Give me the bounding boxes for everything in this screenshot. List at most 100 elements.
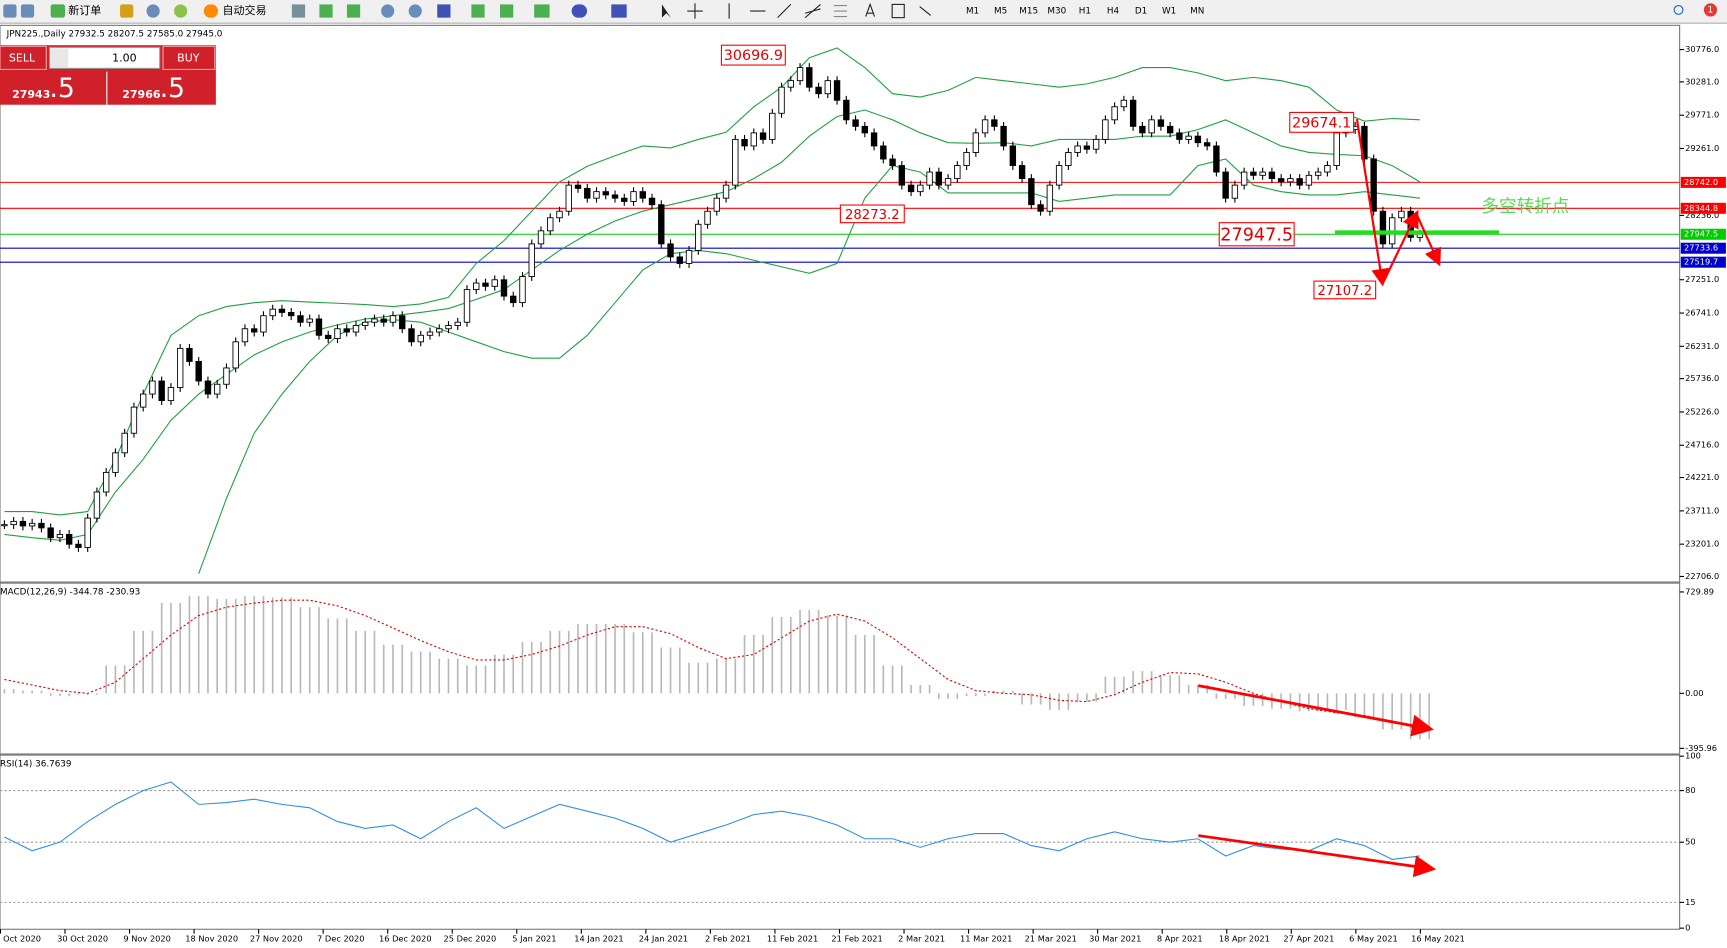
trendline[interactable] <box>777 4 792 19</box>
candle <box>75 543 82 548</box>
macd-label: MACD(12,26,9) -344.78 -230.93 <box>0 587 140 597</box>
candle <box>1277 178 1285 183</box>
candle <box>1231 184 1239 199</box>
candle <box>1074 145 1081 153</box>
candle <box>1111 106 1118 121</box>
candle <box>972 132 980 153</box>
x-tick-label: 14 Jan 2021 <box>574 934 623 944</box>
price-annotation: 27947.5 <box>1220 225 1293 245</box>
icon[interactable] <box>3 4 17 18</box>
timeframe[interactable]: MN <box>1190 7 1204 17</box>
indicators[interactable] <box>534 4 550 18</box>
candle <box>1083 145 1091 150</box>
candle <box>1203 142 1211 147</box>
bid-main[interactable]: 27943 <box>12 88 50 101</box>
candle <box>251 328 258 333</box>
channel[interactable] <box>804 3 821 19</box>
candle <box>833 80 841 101</box>
lots-input[interactable] <box>49 46 161 69</box>
arrows[interactable] <box>919 6 932 16</box>
candle <box>611 194 619 199</box>
periods[interactable] <box>571 4 588 18</box>
auto-trading[interactable]: 自动交易 <box>222 3 266 17</box>
level-label-bg <box>1680 242 1726 254</box>
buy-label[interactable]: BUY <box>177 51 200 64</box>
timeframes: M1 M5 M15 M30 H1 H4 D1 W1 MN <box>966 7 1204 17</box>
alerts-badge[interactable] <box>1703 3 1718 17</box>
icon[interactable] <box>20 4 35 18</box>
icon[interactable] <box>319 4 333 18</box>
label-tool[interactable] <box>891 3 905 19</box>
buy-button[interactable] <box>162 45 216 70</box>
candle <box>1314 171 1322 176</box>
sell-label[interactable]: SELL <box>9 51 36 64</box>
candle <box>796 67 804 82</box>
candle <box>297 315 304 323</box>
templates[interactable] <box>611 4 627 18</box>
candle <box>981 119 989 134</box>
timeframe[interactable]: D1 <box>1135 7 1147 17</box>
icon[interactable] <box>500 4 514 18</box>
candle <box>389 315 397 323</box>
new-order-icon[interactable] <box>50 4 65 18</box>
x-tick-label: 27 Apr 2021 <box>1283 934 1334 944</box>
y-tick-label: 29771.0 <box>1685 110 1719 120</box>
y-tick-label: -395.96 <box>1685 743 1717 753</box>
candle <box>1037 204 1044 212</box>
timeframe[interactable]: M30 <box>1047 7 1066 17</box>
icon[interactable] <box>437 4 451 18</box>
sell-button[interactable] <box>0 45 47 70</box>
candle <box>1240 171 1248 186</box>
timeframe[interactable]: M15 <box>1019 7 1038 17</box>
new-order[interactable]: 新订单 <box>68 3 101 17</box>
search[interactable] <box>1673 4 1684 15</box>
zoom-out[interactable] <box>408 4 422 18</box>
candle <box>880 145 887 160</box>
icon[interactable] <box>174 4 188 18</box>
candle <box>325 334 332 339</box>
icon[interactable] <box>120 4 134 18</box>
level-label: 28742.0 <box>1684 177 1718 187</box>
red-arrows <box>1198 118 1441 878</box>
ask-main[interactable]: 27966 <box>122 88 161 101</box>
candle <box>158 380 165 402</box>
icon[interactable] <box>146 4 160 18</box>
bid-big[interactable]: .5 <box>50 73 75 104</box>
candle <box>260 315 267 333</box>
zoom-in[interactable] <box>381 4 395 18</box>
crosshair[interactable] <box>687 3 703 19</box>
timeframe[interactable]: M5 <box>994 7 1007 17</box>
candle <box>482 282 489 287</box>
y-tick-label: 29261.0 <box>1685 143 1719 153</box>
lots[interactable]: 1.00 <box>112 51 136 64</box>
candle <box>500 279 508 297</box>
x-tick-label: 18 Apr 2021 <box>1219 934 1270 944</box>
timeframe[interactable]: M1 <box>966 7 979 17</box>
candle <box>954 165 961 180</box>
cursor[interactable] <box>661 4 671 18</box>
candle <box>1166 125 1174 134</box>
candle <box>1055 165 1063 186</box>
lots-down[interactable] <box>50 48 69 68</box>
symbol-info: JPN225.,Daily 27932.5 28207.5 27585.0 27… <box>6 30 223 40</box>
timeframe[interactable]: H1 <box>1079 7 1091 17</box>
auto-trading-icon[interactable] <box>203 4 219 18</box>
candle <box>56 533 64 539</box>
timeframe[interactable]: H4 <box>1107 7 1120 17</box>
x-tick-label: 25 Dec 2020 <box>444 934 497 944</box>
timeframe[interactable]: W1 <box>1162 7 1176 17</box>
icon[interactable] <box>471 4 485 18</box>
x-tick-label: 11 Mar 2021 <box>960 934 1012 944</box>
candle <box>537 230 545 245</box>
candle <box>139 393 147 408</box>
candle <box>112 452 119 473</box>
candle <box>621 197 628 202</box>
ask-big[interactable]: .5 <box>160 73 185 104</box>
icon[interactable] <box>346 4 361 18</box>
rsi-divergence-arrow <box>1198 834 1437 878</box>
fibo[interactable] <box>833 4 847 18</box>
text-tool[interactable] <box>865 2 876 17</box>
y-tick-label: 22706.0 <box>1685 571 1719 581</box>
candle <box>695 223 702 251</box>
icon[interactable] <box>291 4 306 18</box>
